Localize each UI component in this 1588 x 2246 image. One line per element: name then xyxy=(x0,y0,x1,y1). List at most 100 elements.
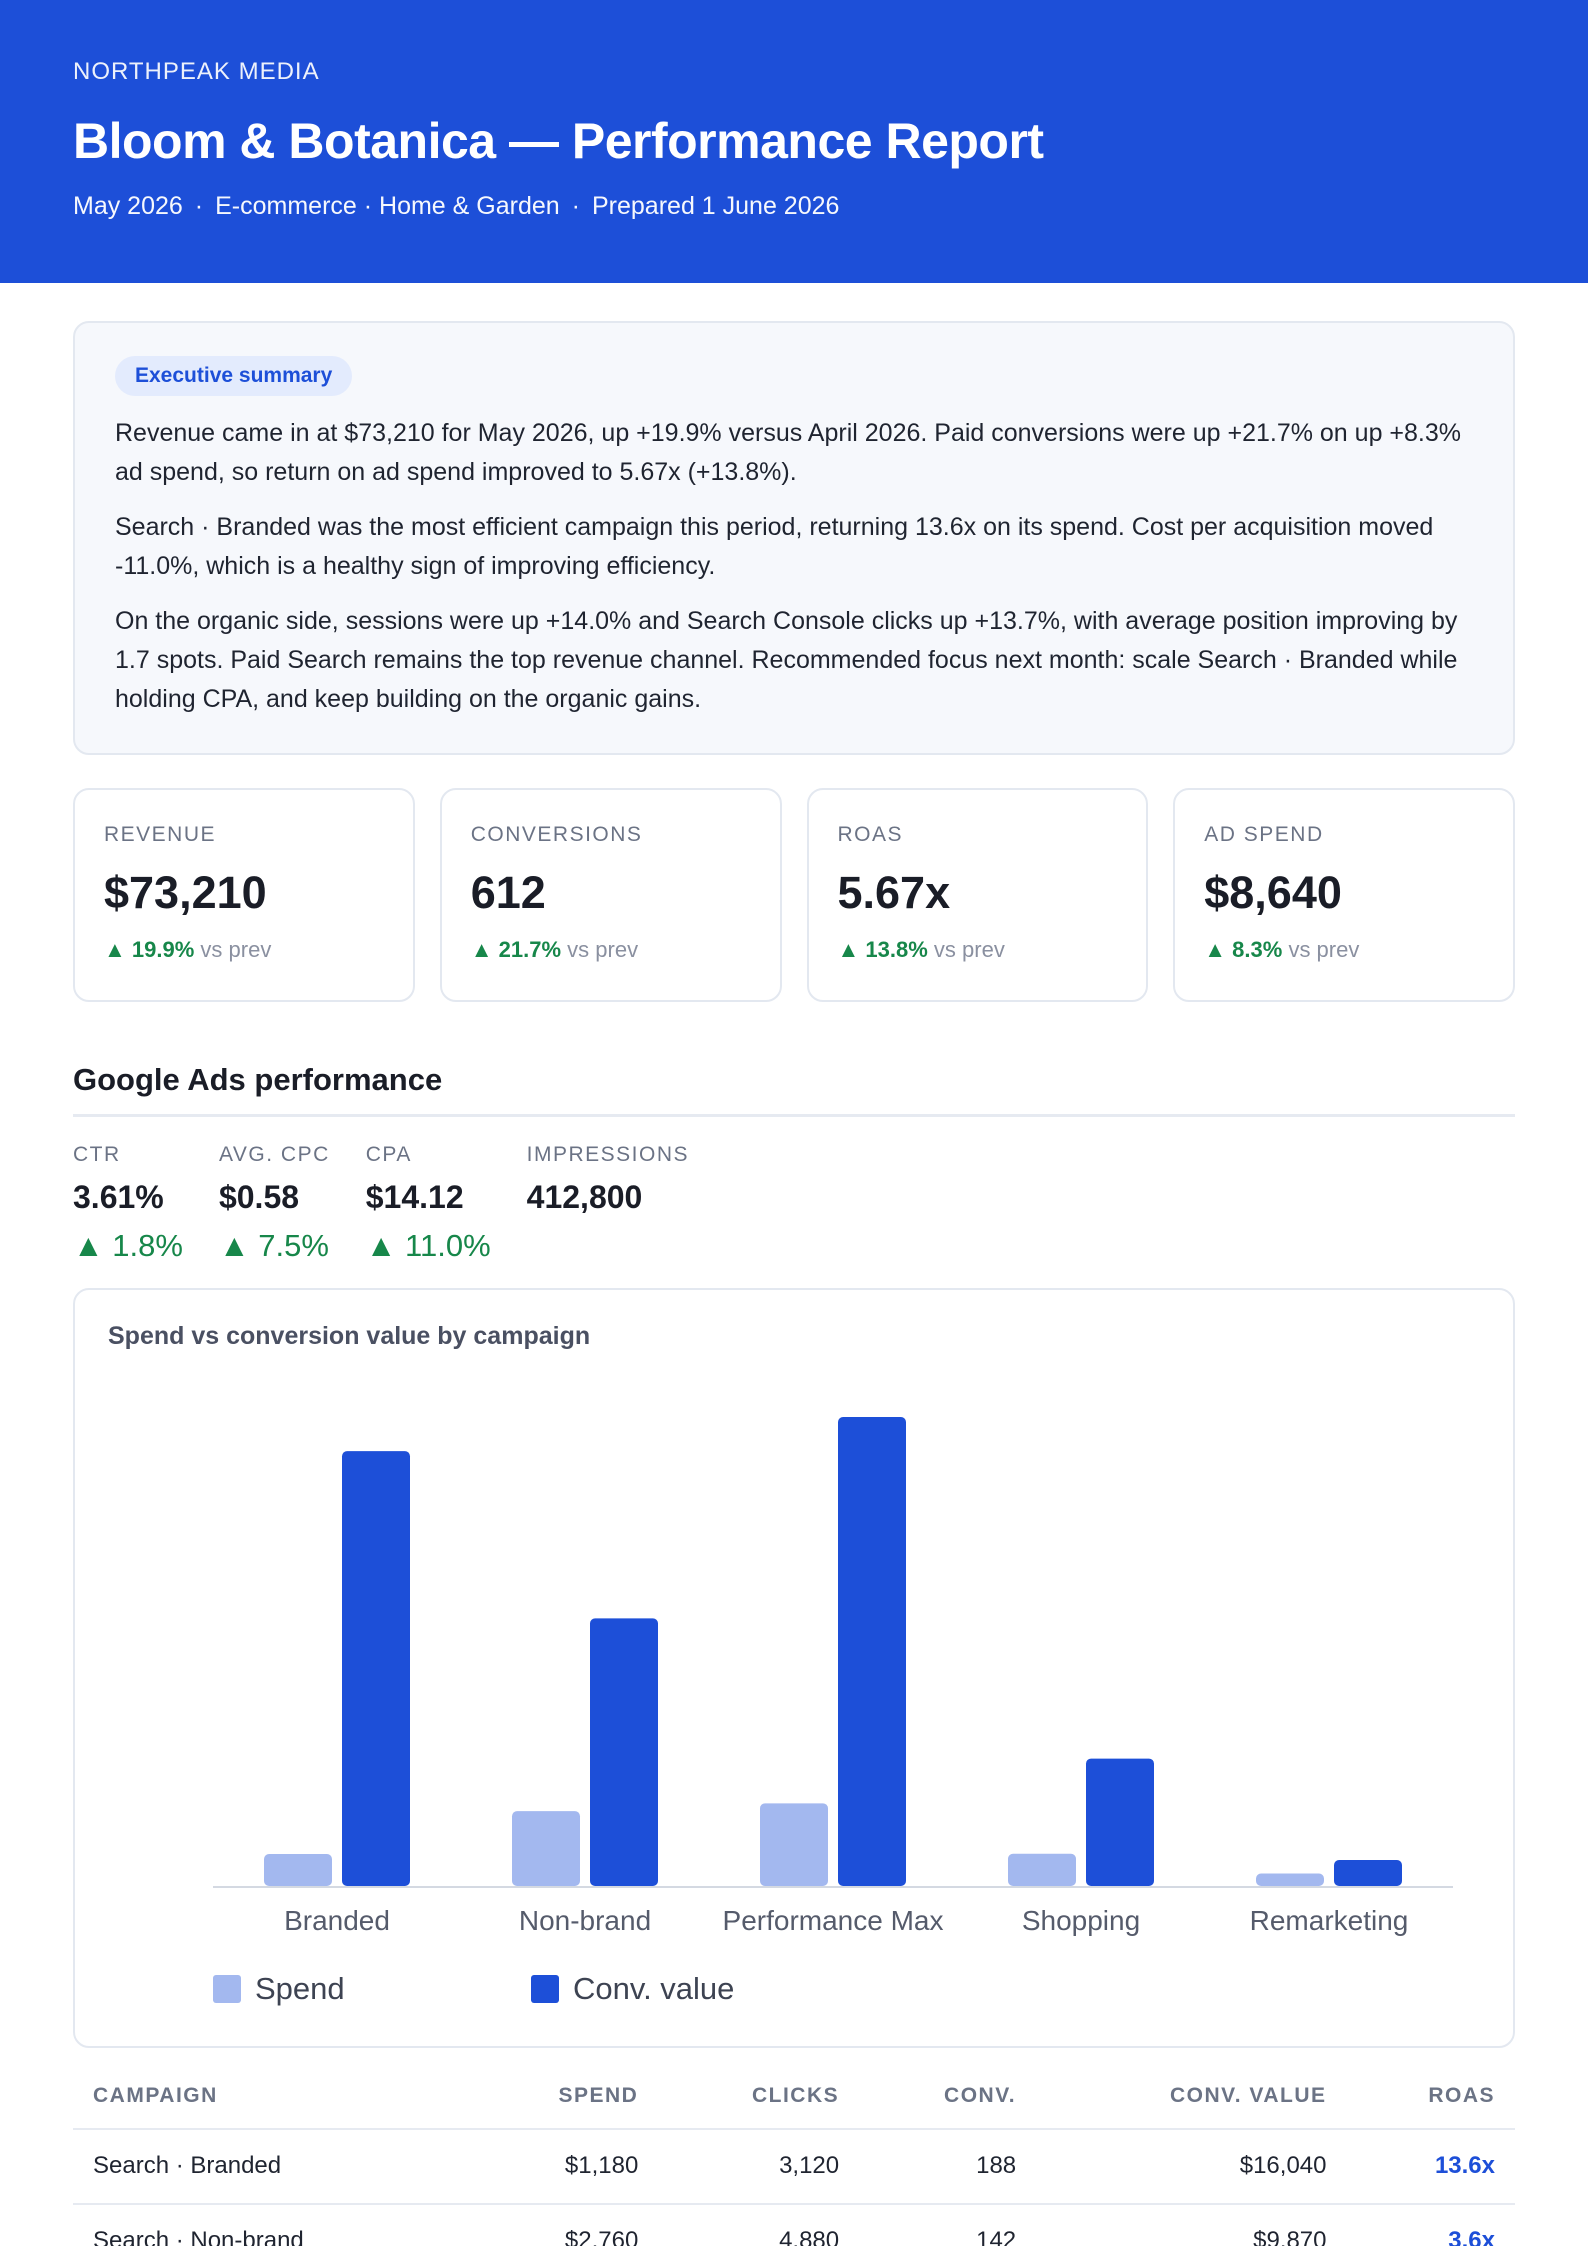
kpi-label: AD SPEND xyxy=(1204,823,1324,846)
x-tick-label: Performance Max xyxy=(723,1905,944,1936)
kpi-delta-value: 19.9% xyxy=(131,937,195,962)
bar-spend xyxy=(512,1811,580,1886)
kpi-label: ROAS xyxy=(837,823,904,846)
bar-conv-value xyxy=(838,1417,906,1886)
metric-ctr: CTR 3.61% ▲ 1.8% xyxy=(73,1143,183,1264)
campaign-bar-chart: Branded Non-brand Performance Max Shopping R… xyxy=(213,1417,1453,2006)
kpi-label: REVENUE xyxy=(104,823,217,846)
kpi-delta: ▲ 21.7% vs prev xyxy=(471,937,751,963)
kpi-card-ad-spend: AD SPEND $8,640 ▲ 8.3% vs prev xyxy=(1173,788,1515,1002)
table-cell: $9,870 xyxy=(1036,2204,1347,2246)
legend-label: Conv. value xyxy=(573,1971,734,2006)
table-cell: 3,120 xyxy=(658,2129,860,2205)
meta-separator: · xyxy=(194,192,204,220)
kpi-value: 5.67x xyxy=(837,867,951,918)
report-period: May 2026 xyxy=(73,192,183,220)
kpi-delta-suffix: vs prev xyxy=(200,937,272,962)
report-title: Bloom & Botanica — Performance Report xyxy=(73,113,1044,169)
chart-title: Spend vs conversion value by campaign xyxy=(108,1322,591,1350)
up-arrow-icon: ▲ xyxy=(1204,937,1227,962)
bar-spend xyxy=(1256,1873,1324,1886)
bar-spend xyxy=(264,1854,332,1886)
metric-avg-cpc: AVG. CPC $0.58 ▲ 7.5% xyxy=(219,1143,330,1264)
campaign-table: CAMPAIGN SPEND CLICKS CONV. CONV. VALUE … xyxy=(73,2066,1515,2246)
kpi-delta-suffix: vs prev xyxy=(933,937,1005,962)
column-header: CONV. xyxy=(859,2066,1037,2130)
table-cell: Search · Branded xyxy=(73,2129,470,2205)
table-cell: Search · Non-brand xyxy=(73,2204,470,2246)
metric-value: $14.12 xyxy=(365,1179,464,1215)
kpi-value: $73,210 xyxy=(104,867,267,918)
metric-value: $0.58 xyxy=(218,1179,300,1215)
kpi-card-revenue: REVENUE $73,210 ▲ 19.9% vs prev xyxy=(73,788,415,1002)
legend-swatch xyxy=(213,1975,241,2003)
metric-label: AVG. CPC xyxy=(218,1143,330,1166)
bar-spend xyxy=(1008,1853,1076,1886)
table-header-row: CAMPAIGN SPEND CLICKS CONV. CONV. VALUE … xyxy=(73,2066,1515,2130)
bar-spend xyxy=(760,1803,828,1886)
metric-impressions: IMPRESSIONS 412,800 xyxy=(527,1143,689,1264)
up-arrow-icon: ▲ xyxy=(104,937,126,962)
column-header: CONV. VALUE xyxy=(1036,2066,1347,2130)
kpi-card-roas: ROAS 5.67x ▲ 13.8% vs prev xyxy=(806,788,1149,1002)
table-cell: 4,880 xyxy=(658,2204,860,2246)
roas-cell: 3.6x xyxy=(1346,2204,1515,2246)
metric-value: 3.61% xyxy=(73,1179,164,1215)
kpi-delta-suffix: vs prev xyxy=(1288,937,1360,962)
metric-delta: ▲ 7.5% xyxy=(218,1228,329,1263)
kpi-card-conversions: CONVERSIONS 612 ▲ 21.7% vs prev xyxy=(439,788,782,1002)
x-tick-label: Shopping xyxy=(1022,1905,1140,1936)
up-arrow-icon: ▲ xyxy=(837,937,860,962)
kpi-value: 612 xyxy=(470,867,546,918)
kpi-delta: ▲ 13.8% vs prev xyxy=(838,937,1118,963)
x-tick-label: Remarketing xyxy=(1250,1905,1409,1936)
column-header: CLICKS xyxy=(658,2066,860,2130)
column-header: SPEND xyxy=(469,2066,659,2130)
google-ads-section-title: Google Ads performance xyxy=(73,1062,1515,1117)
table-row: Search · Non-brand $2,760 4,880 142 $9,8… xyxy=(73,2204,1515,2246)
roas-cell: 13.6x xyxy=(1346,2129,1515,2205)
table-cell: $16,040 xyxy=(1036,2129,1347,2205)
bar-conv-value xyxy=(1334,1859,1402,1886)
bar-conv-value xyxy=(590,1618,658,1886)
report-prepared-date: Prepared 1 June 2026 xyxy=(592,192,840,220)
x-tick-label: Branded xyxy=(284,1905,390,1936)
report-meta: May 2026 · E-commerce · Home & Garden · Prep… xyxy=(73,192,1515,221)
table-row: Search · Branded $1,180 3,120 188 $16,04… xyxy=(73,2129,1515,2205)
bar-conv-value xyxy=(342,1451,410,1886)
kpi-delta: ▲ 19.9% vs prev xyxy=(104,937,384,963)
legend-label: Spend xyxy=(255,1971,345,2006)
executive-summary: Executive summary Revenue came in at $73… xyxy=(73,321,1515,755)
legend-swatch xyxy=(531,1975,559,2003)
kpi-cards: REVENUE $73,210 ▲ 19.9% vs prev CONVERSI… xyxy=(73,788,1515,1002)
campaign-chart-card: Spend vs conversion value by campaign Br… xyxy=(73,1288,1515,2048)
table-cell: 142 xyxy=(859,2204,1037,2246)
report-body: Executive summary Revenue came in at $73… xyxy=(0,321,1588,2246)
kpi-delta-value: 13.8% xyxy=(865,937,928,962)
kpi-delta-value: 21.7% xyxy=(498,937,562,962)
table-cell: 188 xyxy=(859,2129,1037,2205)
meta-separator: · xyxy=(571,192,580,220)
metric-cpa: CPA $14.12 ▲ 11.0% xyxy=(366,1143,491,1264)
metric-delta: ▲ 1.8% xyxy=(73,1228,183,1263)
kpi-delta-suffix: vs prev xyxy=(567,937,639,962)
metric-value: 412,800 xyxy=(526,1179,643,1215)
metric-label: CPA xyxy=(365,1143,412,1166)
summary-badge: Executive summary xyxy=(115,356,353,396)
metric-label: IMPRESSIONS xyxy=(526,1143,690,1166)
kpi-delta: ▲ 8.3% vs prev xyxy=(1204,937,1484,963)
summary-paragraph: On the organic side, sessions were up +1… xyxy=(115,607,1458,713)
summary-paragraph: Revenue came in at $73,210 for May 2026,… xyxy=(115,419,1461,486)
report-sector: E-commerce · Home & Garden xyxy=(215,192,560,220)
kpi-value: $8,640 xyxy=(1204,867,1342,918)
report-header: NORTHPEAK MEDIA Bloom & Botanica — Perfo… xyxy=(0,0,1588,283)
metric-label: CTR xyxy=(73,1143,121,1166)
summary-paragraph: Search · Branded was the most efficient … xyxy=(115,513,1434,580)
table-cell: $1,180 xyxy=(469,2129,659,2205)
ads-metrics: CTR 3.61% ▲ 1.8% AVG. CPC $0.58 ▲ 7.5% C… xyxy=(73,1143,1515,1264)
bar-conv-value xyxy=(1086,1758,1154,1886)
kpi-delta-value: 8.3% xyxy=(1232,937,1283,962)
table-cell: $2,760 xyxy=(469,2204,659,2246)
up-arrow-icon: ▲ xyxy=(470,937,493,962)
kpi-label: CONVERSIONS xyxy=(470,823,643,846)
